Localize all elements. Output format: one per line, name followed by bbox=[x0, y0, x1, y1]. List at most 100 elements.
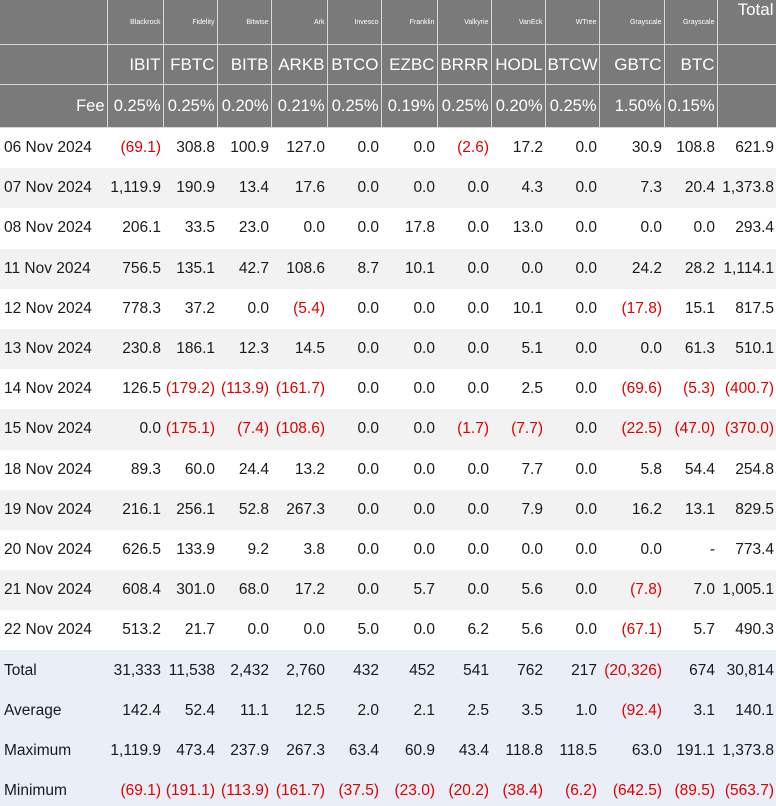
stat-cell-arkb: 12.5 bbox=[271, 690, 327, 732]
stat-cell-hodl: (38.4) bbox=[491, 771, 545, 806]
flow-cell-hodl: 5.6 bbox=[491, 570, 545, 611]
ticker-header-bitb: BITB bbox=[217, 44, 272, 85]
flow-cell-btcw: 0.0 bbox=[545, 288, 599, 329]
row-date: 19 Nov 2024 bbox=[0, 489, 107, 530]
row-total: 773.4 bbox=[717, 529, 776, 571]
flow-cell-btc: 108.8 bbox=[664, 127, 717, 169]
flow-cell-arkb: 3.8 bbox=[271, 529, 327, 571]
stat-cell-ezbc: 2.1 bbox=[381, 690, 437, 732]
flow-cell-btc: (5.3) bbox=[664, 369, 717, 410]
fee-header-row: Fee 0.25% 0.25% 0.20% 0.21% 0.25% 0.19% 0.25% 0… bbox=[0, 84, 776, 128]
flow-cell-fbtc: 135.1 bbox=[163, 248, 217, 289]
flow-cell-hodl: 7.7 bbox=[491, 449, 545, 490]
row-total: 621.9 bbox=[717, 127, 776, 169]
flow-cell-fbtc: 21.7 bbox=[163, 610, 217, 651]
stat-cell-fbtc: 11,538 bbox=[163, 650, 217, 691]
summary-stats-body: Total 31,333 11,538 2,432 2,760 432 452 541 762 2… bbox=[0, 650, 776, 806]
flow-cell-ezbc: 0.0 bbox=[381, 449, 437, 490]
flow-cell-arkb: (161.7) bbox=[271, 369, 327, 410]
flow-cell-brrr: (2.6) bbox=[437, 127, 491, 169]
flow-cell-ibit: 230.8 bbox=[107, 328, 163, 370]
flow-cell-btco: 0.0 bbox=[327, 449, 381, 490]
table-row: 22 Nov 2024 513.2 21.7 0.0 0.0 5.0 0.0 6.2 5.6 0.… bbox=[0, 610, 776, 651]
flow-cell-brrr: 0.0 bbox=[437, 449, 491, 490]
ticker-header-btcw: BTCW bbox=[545, 44, 600, 85]
flow-cell-ibit: (69.1) bbox=[107, 127, 163, 169]
stat-cell-arkb: (161.7) bbox=[271, 771, 327, 806]
flow-cell-ibit: 513.2 bbox=[107, 610, 163, 651]
header-corner-cell bbox=[0, 0, 108, 45]
row-date: 22 Nov 2024 bbox=[0, 610, 107, 651]
flow-cell-arkb: 14.5 bbox=[271, 328, 327, 370]
flow-cell-btcw: 0.0 bbox=[545, 610, 599, 651]
flow-cell-btco: 0.0 bbox=[327, 570, 381, 611]
flow-cell-brrr: 0.0 bbox=[437, 570, 491, 611]
stat-cell-btco: 432 bbox=[327, 650, 381, 691]
flow-cell-bitb: (113.9) bbox=[217, 369, 271, 410]
fee-brrr: 0.25% bbox=[437, 84, 492, 128]
flow-cell-hodl: 17.2 bbox=[491, 127, 545, 169]
flow-cell-ezbc: 0.0 bbox=[381, 328, 437, 370]
flow-cell-brrr: 0.0 bbox=[437, 369, 491, 410]
flow-cell-gbtc: 24.2 bbox=[599, 248, 664, 289]
row-date: 11 Nov 2024 bbox=[0, 248, 107, 289]
stat-cell-btco: 63.4 bbox=[327, 731, 381, 772]
ticker-header-total-blank bbox=[717, 44, 776, 85]
daily-flows-body: 06 Nov 2024 (69.1) 308.8 100.9 127.0 0.0 0.0 (2… bbox=[0, 127, 776, 651]
flow-cell-ibit: 0.0 bbox=[107, 409, 163, 450]
provider-header-arkb: Ark bbox=[271, 0, 328, 45]
fee-hodl: 0.20% bbox=[491, 84, 546, 128]
ticker-header-arkb: ARKB bbox=[271, 44, 328, 85]
stat-label: Maximum bbox=[0, 731, 107, 772]
flow-cell-arkb: 17.6 bbox=[271, 168, 327, 209]
flow-cell-arkb: 108.6 bbox=[271, 248, 327, 289]
stat-cell-ibit: 31,333 bbox=[107, 650, 163, 691]
table-row: 15 Nov 2024 0.0 (175.1) (7.4) (108.6) 0.0 0.0(… bbox=[0, 409, 776, 450]
flow-cell-gbtc: 16.2 bbox=[599, 489, 664, 530]
table-row: 08 Nov 2024 206.1 33.5 23.0 0.0 0.0 17.8 0.0 13.… bbox=[0, 208, 776, 249]
table-row: 14 Nov 2024 126.5 (179.2) (113.9) (161.7) 0.0… bbox=[0, 369, 776, 410]
flow-cell-hodl: 0.0 bbox=[491, 248, 545, 289]
row-total: 1,005.1 bbox=[717, 570, 776, 611]
flow-cell-bitb: 0.0 bbox=[217, 610, 271, 651]
ticker-header-ezbc: EZBC bbox=[381, 44, 438, 85]
ticker-header-fbtc: FBTC bbox=[163, 44, 218, 85]
stat-cell-btco: (37.5) bbox=[327, 771, 381, 806]
flow-cell-fbtc: 33.5 bbox=[163, 208, 217, 249]
flow-cell-ezbc: 0.0 bbox=[381, 610, 437, 651]
flow-cell-btcw: 0.0 bbox=[545, 529, 599, 571]
stat-cell-gbtc: (20,326) bbox=[599, 650, 664, 691]
flow-cell-btco: 0.0 bbox=[327, 208, 381, 249]
flow-cell-gbtc: 7.3 bbox=[599, 168, 664, 209]
flow-cell-btco: 0.0 bbox=[327, 168, 381, 209]
flow-cell-ezbc: 17.8 bbox=[381, 208, 437, 249]
flow-cell-bitb: 100.9 bbox=[217, 127, 271, 169]
table-row: 18 Nov 2024 89.3 60.0 24.4 13.2 0.0 0.0 0.0 7.7 0… bbox=[0, 449, 776, 490]
stat-label: Total bbox=[0, 650, 107, 691]
flow-cell-hodl: 4.3 bbox=[491, 168, 545, 209]
stat-total: 30,814 bbox=[717, 650, 776, 691]
flow-cell-btco: 5.0 bbox=[327, 610, 381, 651]
ticker-header-brrr: BRRR bbox=[437, 44, 492, 85]
row-date: 12 Nov 2024 bbox=[0, 288, 107, 329]
row-date: 08 Nov 2024 bbox=[0, 208, 107, 249]
fee-total-blank bbox=[717, 84, 776, 128]
table-row: 12 Nov 2024 778.3 37.2 0.0 (5.4) 0.0 0.0 0.0 10.… bbox=[0, 288, 776, 329]
flow-cell-btcw: 0.0 bbox=[545, 449, 599, 490]
flow-cell-arkb: 127.0 bbox=[271, 127, 327, 169]
ticker-header-btc: BTC bbox=[664, 44, 718, 85]
flow-cell-gbtc: 30.9 bbox=[599, 127, 664, 169]
row-date: 06 Nov 2024 bbox=[0, 127, 107, 169]
flow-cell-arkb: 267.3 bbox=[271, 489, 327, 530]
flow-cell-ibit: 1,119.9 bbox=[107, 168, 163, 209]
fee-bitb: 0.20% bbox=[217, 84, 272, 128]
flow-cell-btcw: 0.0 bbox=[545, 127, 599, 169]
flow-cell-arkb: (108.6) bbox=[271, 409, 327, 450]
provider-header-hodl: VanEck bbox=[491, 0, 546, 45]
flow-cell-ibit: 608.4 bbox=[107, 570, 163, 611]
stats-row-minimum: Minimum (69.1) (191.1) (113.9) (161.7) (37.5)… bbox=[0, 771, 776, 806]
flow-cell-btco: 0.0 bbox=[327, 127, 381, 169]
flow-cell-btc: 20.4 bbox=[664, 168, 717, 209]
